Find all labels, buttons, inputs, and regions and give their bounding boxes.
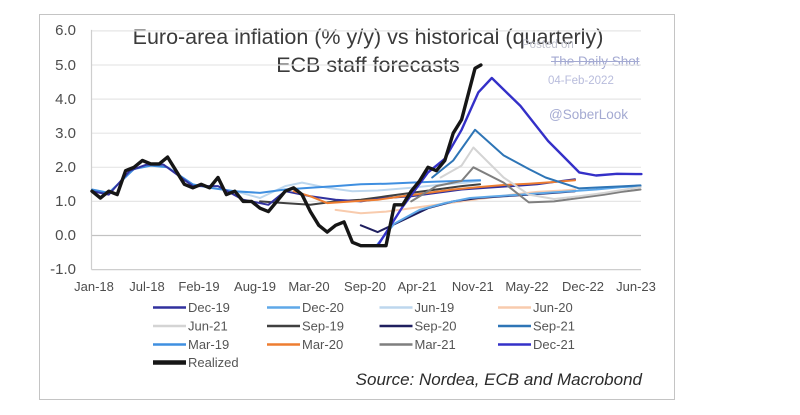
svg-text:Sep-19: Sep-19 xyxy=(302,319,344,334)
svg-text:Dec-20: Dec-20 xyxy=(302,300,344,315)
svg-text:Dec-21: Dec-21 xyxy=(533,337,575,352)
svg-text:Realized: Realized xyxy=(188,355,239,370)
svg-text:Jun-20: Jun-20 xyxy=(533,300,573,315)
svg-text:Sep-21: Sep-21 xyxy=(533,319,575,334)
svg-text:Mar-21: Mar-21 xyxy=(415,337,456,352)
svg-text:Sep-20: Sep-20 xyxy=(415,319,457,334)
svg-text:Dec-19: Dec-19 xyxy=(188,300,230,315)
svg-text:Jun-21: Jun-21 xyxy=(188,319,228,334)
svg-text:Jun-19: Jun-19 xyxy=(415,300,455,315)
svg-text:Mar-20: Mar-20 xyxy=(302,337,343,352)
svg-text:Mar-19: Mar-19 xyxy=(188,337,229,352)
